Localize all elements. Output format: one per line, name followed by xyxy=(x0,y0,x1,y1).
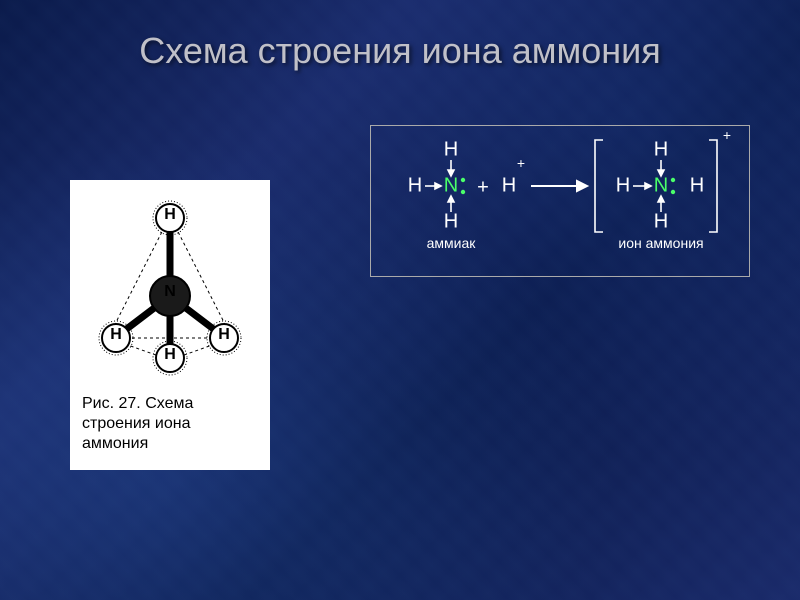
ammonia-structure: H H N H аммиак xyxy=(408,138,476,251)
reaction-diagram-box: H H N H аммиак + H + xyxy=(370,125,750,277)
reaction-diagram: H H N H аммиак + H + xyxy=(371,126,751,278)
svg-text:H: H xyxy=(654,138,668,160)
ammonium-ion-structure: + H H N H H ион аммония xyxy=(595,127,731,251)
reaction-arrow-icon xyxy=(531,181,587,191)
molecule-figure: N H H H H Рис. 27. Схема строения иона а… xyxy=(70,180,270,470)
svg-text:H: H xyxy=(444,210,458,232)
page-title: Схема строения иона аммония xyxy=(0,30,800,72)
svg-text:H: H xyxy=(110,326,122,343)
nitrogen-label: N xyxy=(164,283,176,300)
svg-text:H: H xyxy=(164,206,176,223)
svg-text:+: + xyxy=(517,155,525,171)
svg-text:H: H xyxy=(408,174,422,196)
plus-operator: + xyxy=(477,176,489,198)
svg-text:H: H xyxy=(654,210,668,232)
ammonia-label: аммиак xyxy=(427,235,477,251)
ammonium-label: ион аммония xyxy=(618,235,703,251)
svg-text:H: H xyxy=(218,326,230,343)
svg-text:H: H xyxy=(690,174,704,196)
svg-text:+: + xyxy=(723,127,731,143)
svg-text:H: H xyxy=(444,138,458,160)
figure-caption: Рис. 27. Схема строения иона аммония xyxy=(78,388,262,454)
svg-text:H: H xyxy=(164,346,176,363)
hydrogen-ion: H + xyxy=(502,155,525,196)
svg-text:H: H xyxy=(502,174,516,196)
svg-text:H: H xyxy=(616,174,630,196)
molecule-3d-diagram: N H H H H xyxy=(78,188,262,388)
